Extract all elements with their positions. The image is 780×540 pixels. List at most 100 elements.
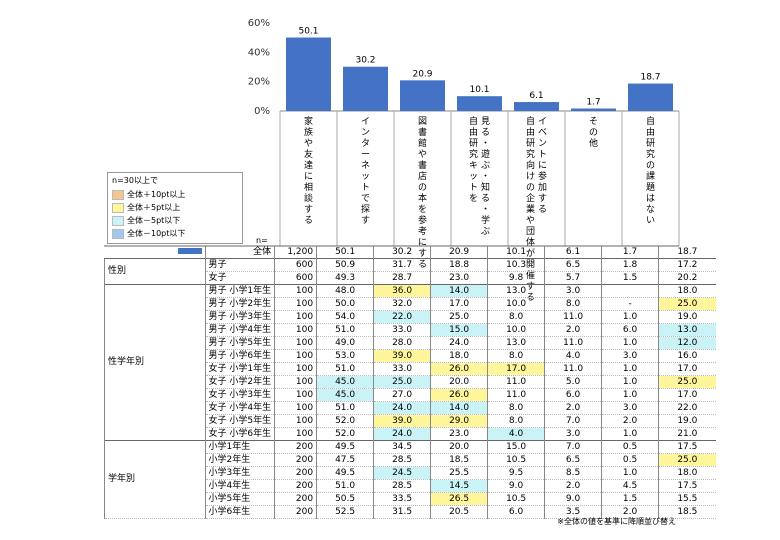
table-cell: 8.0: [487, 310, 545, 324]
table-cell: 7.0: [544, 440, 602, 454]
table-cell: 22.0: [658, 401, 716, 415]
y-tick-label: 20%: [248, 77, 270, 88]
table-cell: 28.0: [373, 336, 431, 350]
table-cell: 25.0: [658, 453, 716, 467]
row-group-label: 性学年別: [104, 284, 205, 441]
table-cell: 6.0: [487, 505, 545, 519]
table-cell: 28.5: [373, 453, 431, 467]
table-row: 性学年別 男子 小学1年生 100 48.0 36.0 14.0 13.0 3.0 18.0: [104, 284, 716, 441]
table-cell: 33.5: [373, 492, 431, 506]
row-label: 男子 小学2年生: [204, 297, 275, 311]
table-cell: 29.0: [430, 414, 488, 428]
table-cell: 25.0: [430, 310, 488, 324]
table-row: 性別 男子 600 50.9 31.7 18.8 10.3 6.5 1.8 17.2: [104, 258, 716, 285]
legend-label: 全体＋10pt以上: [127, 190, 186, 199]
table-cell: 3.0: [544, 284, 602, 298]
table-row: 女子 小学2年生 100 45.0 25.0 20.0 11.0 5.0 1.0 25.0: [105, 375, 716, 389]
table-cell: 10.1: [487, 246, 545, 259]
table-cell: 1.0: [601, 466, 659, 480]
row-label: 男子: [204, 258, 275, 272]
y-tick-label: 40%: [248, 47, 270, 58]
table-cell: 1.0: [601, 427, 659, 441]
table-cell: 13.0: [658, 323, 716, 337]
table-cell: 19.0: [658, 310, 716, 324]
table-cell: 52.0: [316, 427, 374, 441]
table-cell: 1.5: [601, 492, 659, 506]
table-cell: 4.0: [487, 427, 545, 441]
table-cell: 33.0: [373, 323, 431, 337]
table-cell: 51.0: [316, 401, 374, 415]
table-cell: 5.7: [544, 271, 602, 285]
bar-value-label: 20.9: [412, 69, 432, 79]
table-cell: 0.5: [601, 453, 659, 467]
legend-item-plus10: 全体＋10pt以上: [112, 189, 185, 200]
table-cell: 18.0: [658, 284, 716, 298]
row-group-label: 性別: [104, 258, 205, 285]
table-cell: 18.5: [430, 453, 488, 467]
table-cell: 8.5: [544, 466, 602, 480]
table-cell: 23.0: [430, 427, 488, 441]
row-label: 小学1年生: [204, 440, 275, 454]
table-row: 男子 小学4年生 100 51.0 33.0 15.0 10.0 2.0 6.0 13.0: [105, 323, 716, 337]
legend-item-plus5: 全体＋5pt以上: [112, 202, 180, 213]
bar-value-label: 30.2: [355, 56, 375, 66]
table-cell: 6.0: [601, 323, 659, 337]
table-cell: 20.0: [430, 440, 488, 454]
table-cell: 50.0: [316, 297, 374, 311]
table-cell: 8.0: [487, 349, 545, 363]
table-cell: 49.5: [316, 466, 374, 480]
table-row: 小学6年生 200 52.5 31.5 20.5 6.0 3.5 2.0 18.5: [105, 505, 716, 519]
table-cell: 2.0: [544, 323, 602, 337]
table-cell: 8.0: [544, 297, 602, 311]
row-label: 女子 小学6年生: [204, 427, 275, 441]
row-label: 男子 小学3年生: [204, 310, 275, 324]
row-label: 女子 小学2年生: [204, 375, 275, 389]
table-cell: 23.0: [430, 271, 488, 285]
table-cell: 10.5: [487, 492, 545, 506]
table-cell: 12.0: [658, 336, 716, 350]
bar: [457, 96, 502, 111]
table-cell: 34.5: [373, 440, 431, 454]
row-n: 600: [274, 258, 317, 272]
row-n: 100: [274, 362, 317, 376]
row-n: 200: [274, 479, 317, 493]
table-cell: 4.5: [601, 479, 659, 493]
legend-swatch-orange: [112, 189, 124, 200]
table-cell: 25.0: [658, 375, 716, 389]
bar-value-label: 6.1: [529, 91, 543, 101]
table-cell: 17.0: [487, 362, 545, 376]
row-n: 200: [274, 505, 317, 519]
table-cell: 10.5: [487, 453, 545, 467]
row-label: 女子 小学1年生: [204, 362, 275, 376]
table-cell: 0.5: [601, 440, 659, 454]
table-cell: 14.0: [430, 284, 488, 298]
table-cell: 6.0: [544, 388, 602, 402]
bar: [286, 37, 331, 111]
table-row: 女子 小学1年生 100 51.0 33.0 26.0 17.0 11.0 1.0 17.0: [105, 362, 716, 376]
table-cell: 52.5: [316, 505, 374, 519]
table-cell: 6.5: [544, 453, 602, 467]
table-row: 小学4年生 200 51.0 28.5 14.5 9.0 2.0 4.5 17.5: [105, 479, 716, 493]
table-cell: 27.0: [373, 388, 431, 402]
row-n: 200: [274, 492, 317, 506]
bar-value-label: 18.7: [640, 73, 660, 83]
table-cell: 14.0: [430, 401, 488, 415]
row-n: 200: [274, 453, 317, 467]
table-cell: 3.0: [544, 427, 602, 441]
table-cell: 47.5: [316, 453, 374, 467]
data-table: 全体 1,200 50.1 30.2 20.9 10.1 6.1 1.7 18.7 性別 男子 600…: [104, 246, 716, 519]
n-header: n=: [256, 236, 268, 245]
table-cell: 7.0: [544, 414, 602, 428]
table-cell: 1.0: [601, 336, 659, 350]
table-cell: 49.3: [316, 271, 374, 285]
table-cell: 13.0: [487, 336, 545, 350]
table-cell: 24.0: [430, 336, 488, 350]
legend-label: 全体＋5pt以上: [127, 203, 181, 212]
table-row: 男子 小学5年生 100 49.0 28.0 24.0 13.0 11.0 1.0 12.0: [105, 336, 716, 350]
row-n: 100: [274, 284, 317, 298]
table-cell: 39.0: [373, 349, 431, 363]
table-cell: 11.0: [487, 375, 545, 389]
table-cell: 24.0: [373, 427, 431, 441]
bar-value-label: 10.1: [469, 85, 489, 95]
row-n: 100: [274, 375, 317, 389]
